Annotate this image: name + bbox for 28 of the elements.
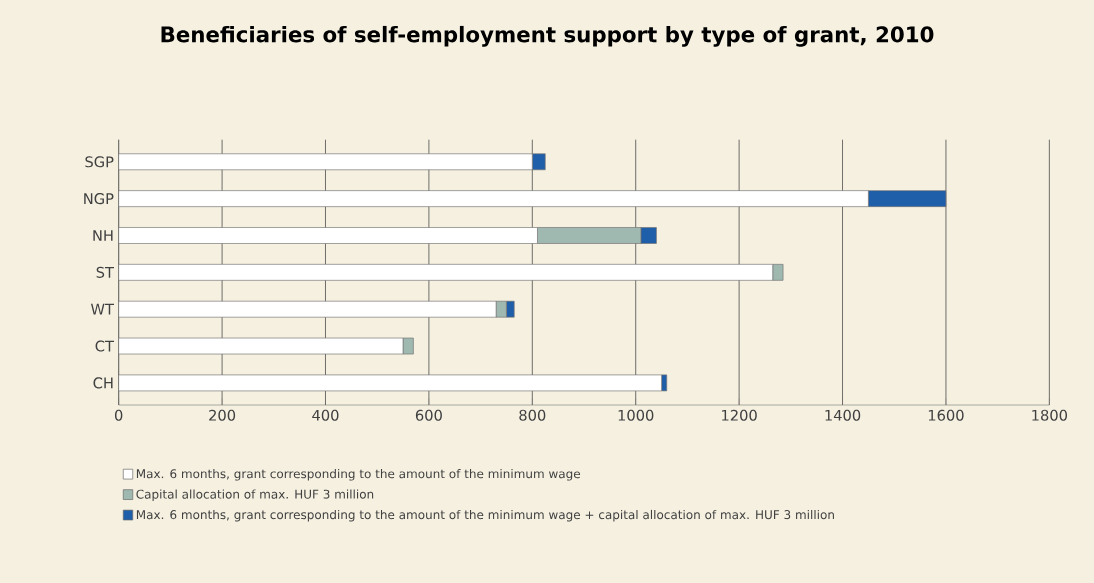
- x-tick-label: 1600: [928, 409, 964, 421]
- legend-label: Max. 6 months, grant corresponding to the amount of the minimum wage: [136, 468, 581, 481]
- y-tick-label: NH: [93, 230, 113, 241]
- x-tick-label: 400: [312, 409, 339, 421]
- x-tick-label: 1200: [722, 409, 757, 421]
- legend-label: Max. 6 months, grant corresponding to the amount of the minimum wage + capital allocation of max. HUF 3 million: [136, 509, 834, 522]
- bar: [118, 153, 533, 171]
- x-tick-label: 0: [114, 409, 123, 421]
- bar: [118, 300, 497, 318]
- chart-title: Beneficiaries of self-employment support by type of grant, 2010: [161, 25, 934, 47]
- y-tick-label: NGP: [84, 193, 114, 205]
- bar: [402, 337, 414, 355]
- x-tick-label: 1400: [825, 409, 861, 421]
- x-tick-label: 1000: [618, 409, 654, 421]
- bar: [772, 264, 784, 281]
- x-tick-label: 800: [519, 409, 546, 421]
- y-tick-label: SGP: [85, 156, 114, 168]
- bar: [118, 264, 774, 281]
- y-tick-label: CH: [93, 377, 113, 389]
- y-tick-label: ST: [96, 266, 114, 278]
- x-tick-label: 200: [209, 409, 236, 421]
- bar: [118, 190, 869, 207]
- x-tick-label: 1800: [1032, 409, 1068, 421]
- legend-label: Capital allocation of max. HUF 3 million: [136, 489, 374, 502]
- x-tick-label: 600: [415, 409, 442, 421]
- y-tick-label: WT: [90, 303, 114, 315]
- bar: [118, 227, 538, 244]
- y-tick-label: CT: [95, 340, 114, 352]
